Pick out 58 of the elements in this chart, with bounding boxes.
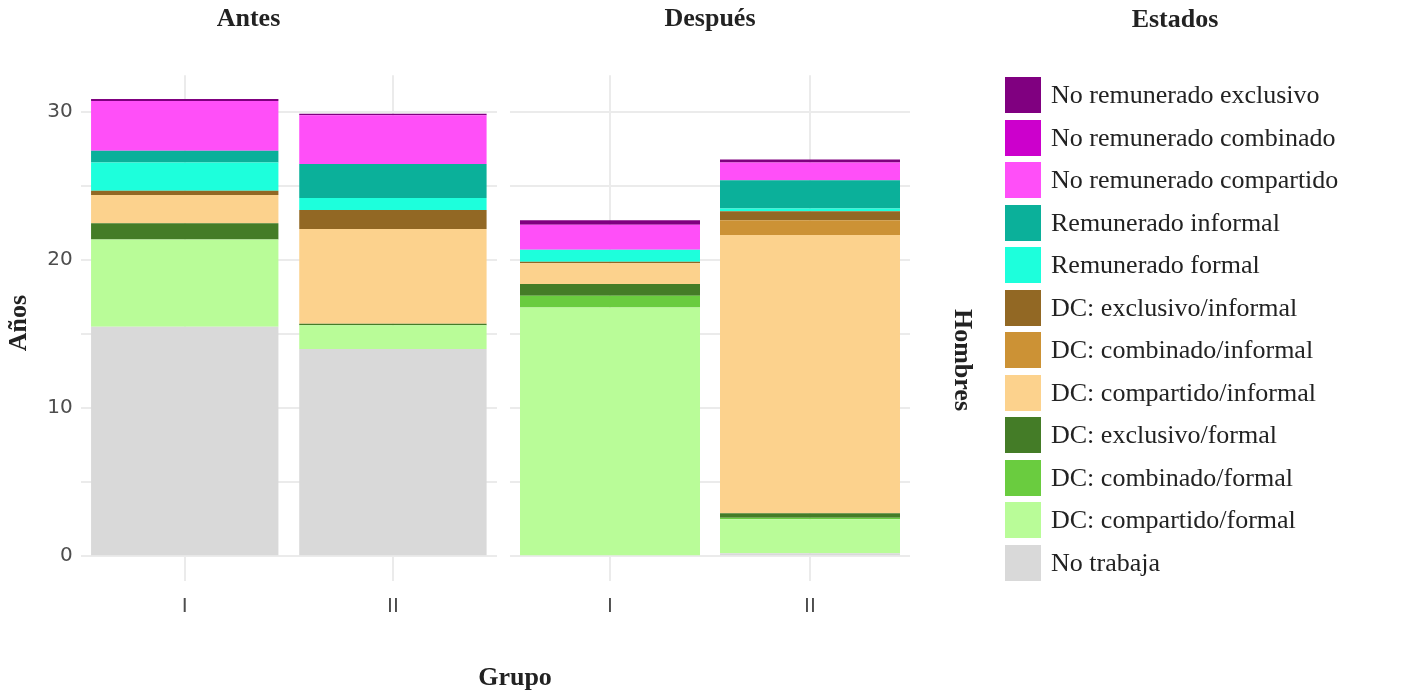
legend-title: Estados: [1130, 4, 1220, 35]
y-tick-label: 0: [59, 542, 73, 567]
x-tick-label: I: [607, 593, 613, 618]
legend-label: No remunerado compartido: [1051, 165, 1339, 196]
legend-label: No remunerado combinado: [1051, 122, 1336, 153]
bar: [299, 229, 487, 324]
bar: [299, 209, 487, 230]
bar: [299, 164, 487, 199]
bar: [720, 220, 900, 236]
bar: [299, 198, 487, 210]
chart-title: Antes: [216, 3, 281, 33]
x-tick-label: II: [387, 593, 399, 618]
bar: [91, 150, 279, 163]
bar: [520, 220, 700, 225]
bar: [91, 223, 279, 240]
legend-label: Remunerado informal: [1051, 207, 1280, 238]
legend-label: DC: exclusivo/formal: [1051, 420, 1278, 451]
legend-label: No trabaja: [1051, 547, 1161, 578]
legend-label: DC: combinado/formal: [1051, 462, 1293, 493]
bar: [520, 307, 700, 556]
bar: [520, 249, 700, 262]
bar: [299, 325, 487, 349]
bar: [720, 162, 900, 181]
bar: [91, 98, 279, 102]
bar: [720, 211, 900, 221]
bar: [91, 326, 279, 556]
bar: [91, 162, 279, 191]
legend-label: DC: exclusivo/informal: [1051, 292, 1298, 323]
legend-label: Remunerado formal: [1051, 250, 1260, 281]
bar: [299, 115, 487, 164]
y-tick-label: 20: [47, 246, 73, 271]
bar: [91, 101, 279, 151]
bar: [720, 519, 900, 554]
bar: [520, 263, 700, 284]
bar: [520, 295, 700, 308]
legend-label: DC: compartido/informal: [1051, 377, 1317, 408]
legend-label: DC: combinado/informal: [1051, 335, 1314, 366]
chart-title: Después: [664, 3, 756, 33]
bar: [720, 159, 900, 163]
text: Hombres: [948, 308, 978, 412]
bar: [91, 239, 279, 327]
bar: [299, 349, 487, 556]
bar: [720, 180, 900, 209]
bar: [520, 283, 700, 296]
x-axis-title: Grupo: [478, 662, 552, 692]
bar: [720, 235, 900, 514]
bar: [91, 190, 279, 196]
bar: [720, 208, 900, 212]
y-tick-label: 10: [47, 394, 73, 419]
x-tick-label: I: [181, 593, 188, 618]
bar: [91, 195, 279, 224]
legend-label: No remunerado exclusivo: [1051, 80, 1320, 111]
bar: [520, 224, 700, 250]
legend-label: DC: compartido/formal: [1051, 505, 1296, 536]
y-axis-title: Años: [3, 294, 33, 352]
x-tick-label: II: [804, 593, 816, 618]
bar: [720, 513, 900, 518]
y-tick-label: 30: [47, 98, 73, 123]
